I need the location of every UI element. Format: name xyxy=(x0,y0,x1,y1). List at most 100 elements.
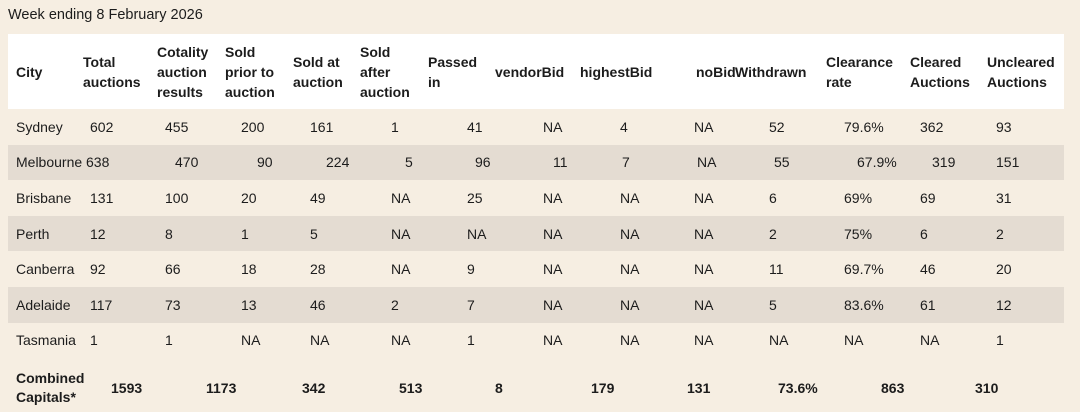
total-cell: 73.6% xyxy=(778,379,818,396)
table-cell-city: Tasmania xyxy=(16,332,76,349)
table-cell-vendorbid: NA xyxy=(543,296,563,313)
table-cell-uncleared-auctions: 1 xyxy=(996,332,1004,349)
table-cell-withdrawn: 2 xyxy=(769,225,777,242)
table-row: Brisbane 131 100 20 49 NA 25 NA NA NA 6 69% 69 31 xyxy=(8,180,1064,216)
table-row: Perth 12 8 1 5 NA NA NA NA NA 2 75% 6 2 xyxy=(8,215,1064,252)
table-cell-nobid: NA xyxy=(694,118,714,135)
table-cell-sold-at-auction: 5 xyxy=(310,225,318,242)
table-cell-cotality-auction-results: 66 xyxy=(165,261,181,278)
table-cell-cotality-auction-results: 455 xyxy=(165,118,189,135)
table-cell-sold-prior-to-auction: 1 xyxy=(241,225,249,242)
table-cell-cleared-auctions: 61 xyxy=(920,296,936,313)
combined-capitals-row: Combined Capitals* 1593 1173 342 513 8 179 131 7… xyxy=(8,365,1064,411)
table-cell-total-auctions: 638 xyxy=(86,154,110,171)
table-cell-passed-in: 96 xyxy=(475,154,491,171)
table-cell-passed-in: 1 xyxy=(467,332,475,349)
table-cell-sold-after-auction: NA xyxy=(391,261,411,278)
column-header-city: City xyxy=(16,63,43,80)
total-row-label: Combined Capitals* xyxy=(16,370,85,405)
column-header-highestbid: highestBid xyxy=(580,63,653,80)
column-header-sold-prior-to-auction: Sold prior to auction xyxy=(225,43,275,100)
table-row: Tasmania 1 1 NA NA NA 1 NA NA NA NA NA NA 1 xyxy=(8,323,1064,359)
table-cell-city: Perth xyxy=(16,225,50,242)
table-cell-sold-at-auction: 161 xyxy=(310,118,334,135)
table-cell-sold-after-auction: NA xyxy=(391,225,411,242)
table-cell-city: Brisbane xyxy=(16,189,72,206)
table-cell-sold-after-auction: 1 xyxy=(391,118,399,135)
table-cell-total-auctions: 1 xyxy=(90,332,98,349)
table-cell-nobid: NA xyxy=(694,296,714,313)
table-header-row: City Total auctions Cotality auction resul… xyxy=(8,34,1064,109)
column-header-total-auctions: Total auctions xyxy=(83,53,141,90)
table-cell-passed-in: 9 xyxy=(467,261,475,278)
column-header-clearance-rate: Clearance rate xyxy=(826,53,893,90)
table-cell-vendorbid: NA xyxy=(543,261,563,278)
table-cell-clearance-rate: 67.9% xyxy=(857,154,897,171)
total-cell: 1173 xyxy=(206,379,237,396)
table-cell-nobid: NA xyxy=(694,261,714,278)
table-cell-highestbid: NA xyxy=(620,261,640,278)
table-row: Sydney 602 455 200 161 1 41 NA 4 NA 52 79.6% 362 93 xyxy=(8,109,1064,145)
table-cell-highestbid: NA xyxy=(620,225,640,242)
table-cell-clearance-rate: NA xyxy=(844,332,864,349)
table-cell-clearance-rate: 83.6% xyxy=(844,296,884,313)
table-cell-city: Adelaide xyxy=(16,296,71,313)
total-cell: 863 xyxy=(881,379,905,396)
table-cell-cleared-auctions: 69 xyxy=(920,189,936,206)
table-cell-vendorbid: NA xyxy=(543,332,563,349)
table-cell-cotality-auction-results: 73 xyxy=(165,296,181,313)
table-cell-cotality-auction-results: 100 xyxy=(165,189,189,206)
table-cell-vendorbid: NA xyxy=(543,118,563,135)
table-cell-city: Sydney xyxy=(16,118,63,135)
table-cell-cleared-auctions: 362 xyxy=(920,118,944,135)
table-cell-highestbid: NA xyxy=(620,332,640,349)
table-cell-sold-prior-to-auction: 20 xyxy=(241,189,257,206)
table-cell-city: Melbourne xyxy=(16,154,83,171)
column-header-withdrawn: Withdrawn xyxy=(735,63,807,80)
table-caption: Week ending 8 February 2026 xyxy=(8,7,203,23)
column-header-uncleared-auctions: Uncleared Auctions xyxy=(987,53,1055,90)
total-cell: 342 xyxy=(302,379,326,396)
column-header-sold-after-auction: Sold after auction xyxy=(360,43,410,100)
total-cell: 8 xyxy=(495,379,503,396)
auction-results-table: City Total auctions Cotality auction resul… xyxy=(8,34,1064,358)
total-cell: 310 xyxy=(975,379,999,396)
table-cell-cleared-auctions: NA xyxy=(920,332,940,349)
column-header-vendorbid: vendorBid xyxy=(495,63,565,80)
table-row: Melbourne 638 470 90 224 5 96 11 7 NA 55 67.9% 319 15… xyxy=(8,144,1064,181)
table-cell-cleared-auctions: 46 xyxy=(920,261,936,278)
table-cell-cleared-auctions: 319 xyxy=(932,154,956,171)
table-cell-passed-in: 25 xyxy=(467,189,483,206)
table-cell-vendorbid: NA xyxy=(543,189,563,206)
table-cell-withdrawn: 55 xyxy=(774,154,790,171)
table-cell-highestbid: NA xyxy=(620,296,640,313)
table-cell-sold-prior-to-auction: 200 xyxy=(241,118,265,135)
column-header-nobid: noBid xyxy=(696,63,736,80)
table-cell-total-auctions: 117 xyxy=(90,296,113,313)
table-row: Canberra 92 66 18 28 NA 9 NA NA NA 11 69.7% 46 20 xyxy=(8,251,1064,287)
table-cell-city: Canberra xyxy=(16,261,75,278)
table-cell-uncleared-auctions: 2 xyxy=(996,225,1004,242)
table-cell-passed-in: 41 xyxy=(467,118,483,135)
table-cell-total-auctions: 602 xyxy=(90,118,114,135)
table-cell-uncleared-auctions: 20 xyxy=(996,261,1012,278)
table-cell-uncleared-auctions: 31 xyxy=(996,189,1012,206)
table-cell-vendorbid: NA xyxy=(543,225,563,242)
table-cell-total-auctions: 12 xyxy=(90,225,106,242)
table-cell-withdrawn: 6 xyxy=(769,189,777,206)
total-cell: 513 xyxy=(399,379,423,396)
column-header-passed-in: Passed in xyxy=(428,53,478,90)
table-cell-highestbid: 7 xyxy=(622,154,630,171)
column-header-cotality-auction-results: Cotality auction results xyxy=(157,43,209,100)
table-cell-nobid: NA xyxy=(694,189,714,206)
total-cell: 1593 xyxy=(111,379,143,396)
table-cell-clearance-rate: 69% xyxy=(844,189,873,206)
table-cell-total-auctions: 92 xyxy=(90,261,106,278)
table-cell-sold-prior-to-auction: 13 xyxy=(241,296,257,313)
table-body: Sydney 602 455 200 161 1 41 NA 4 NA 52 79.6% 362 93 Me… xyxy=(8,109,1064,358)
table-cell-passed-in: 7 xyxy=(467,296,475,313)
table-cell-highestbid: 4 xyxy=(620,118,628,135)
table-cell-withdrawn: NA xyxy=(769,332,789,349)
table-cell-sold-after-auction: NA xyxy=(391,189,411,206)
table-cell-total-auctions: 131 xyxy=(90,189,114,206)
